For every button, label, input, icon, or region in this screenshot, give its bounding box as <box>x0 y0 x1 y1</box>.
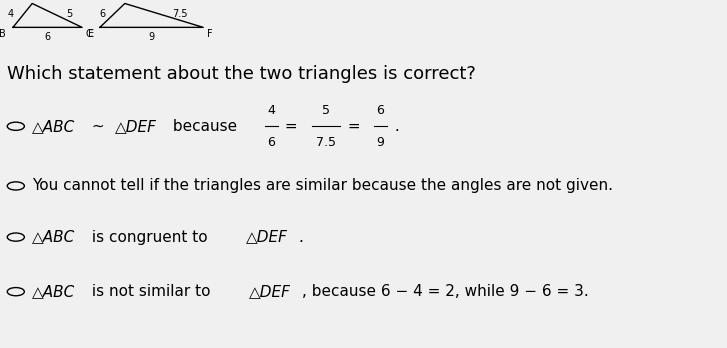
Text: 7.5: 7.5 <box>316 136 336 149</box>
Text: 6: 6 <box>99 9 105 19</box>
Text: △ABC: △ABC <box>32 119 76 134</box>
Text: 5: 5 <box>322 104 330 117</box>
Text: .: . <box>390 119 399 134</box>
Text: △DEF: △DEF <box>246 230 287 245</box>
Text: △DEF: △DEF <box>249 284 291 299</box>
Text: because: because <box>168 119 242 134</box>
Text: 9: 9 <box>377 136 385 149</box>
Text: , because 6 − 4 = 2, while 9 − 6 = 3.: , because 6 − 4 = 2, while 9 − 6 = 3. <box>302 284 589 299</box>
Text: =: = <box>281 119 303 134</box>
Text: 4: 4 <box>268 104 275 117</box>
Text: 5: 5 <box>65 9 72 19</box>
Text: is not similar to: is not similar to <box>87 284 215 299</box>
Text: is congruent to: is congruent to <box>87 230 212 245</box>
Text: E: E <box>88 29 95 39</box>
Text: You cannot tell if the triangles are similar because the angles are not given.: You cannot tell if the triangles are sim… <box>32 179 613 193</box>
Text: ∼: ∼ <box>87 119 109 134</box>
Text: 6: 6 <box>44 32 51 42</box>
Text: B: B <box>0 29 6 39</box>
Text: =: = <box>342 119 365 134</box>
Text: 7.5: 7.5 <box>172 9 188 19</box>
Text: 9: 9 <box>148 32 155 42</box>
Text: C: C <box>86 29 92 39</box>
Text: △DEF: △DEF <box>116 119 157 134</box>
Text: 6: 6 <box>268 136 275 149</box>
Text: △ABC: △ABC <box>32 230 76 245</box>
Text: F: F <box>206 29 212 39</box>
Text: Which statement about the two triangles is correct?: Which statement about the two triangles … <box>7 65 476 83</box>
Text: △ABC: △ABC <box>32 284 76 299</box>
Text: .: . <box>299 230 303 245</box>
Text: 6: 6 <box>377 104 385 117</box>
Text: 4: 4 <box>8 9 14 19</box>
